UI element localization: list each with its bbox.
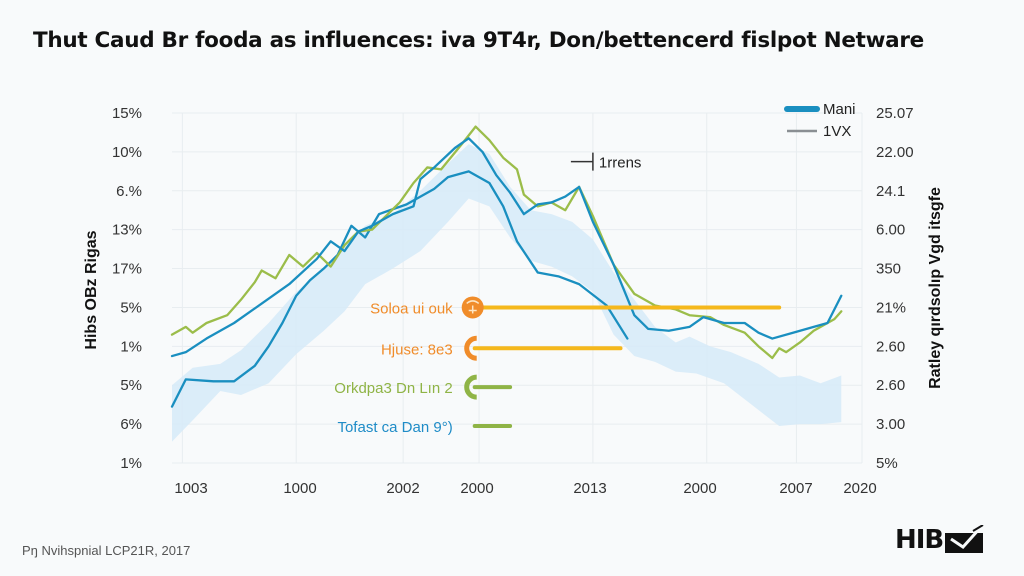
x-tick-label: 2000 [683,480,716,497]
y-tick-label: 1% [120,338,142,355]
y-axis-ticks: 1% 6% 5% 1% 5% 17% 13% 6.% 10% 15% [112,105,142,472]
y-tick-label: 5% [120,299,142,316]
y2-tick-label: 3.00 [876,416,905,433]
half-ring-icon [464,335,477,361]
plane-checkmark-icon [945,525,984,553]
y2-axis-ticks: 5% 3.00 2.60 2.60 21% 350 6.00 24.1 22.00 25.07 [876,105,914,472]
x-tick-label: 2013 [573,480,606,497]
y-tick-label: 5% [120,377,142,394]
half-ring-icon [464,374,477,400]
y2-tick-label: 5% [876,455,898,472]
band-area [172,144,842,442]
y2-tick-label: 2.60 [876,377,905,394]
y2-tick-label: 6.00 [876,222,905,239]
legend: Mani 1VX [784,101,856,140]
chart-title: Thut Caud Br fooda as influences: iva 9T… [33,28,924,53]
x-tick-label: 1003 [174,480,207,497]
y-tick-label: 10% [112,144,142,161]
x-tick-label: 2007 [779,480,812,497]
annotation-label: Hjuse: 8e3 [381,341,453,358]
y-tick-label: 6.% [116,183,142,200]
legend-label-mani: Mani [823,101,856,118]
logo-text: HIB [895,525,944,555]
series-line-1vx [170,125,843,360]
brain-glyph [466,300,480,314]
x-tick-label: 1000 [283,480,316,497]
legend-label-1vx: 1VX [823,123,851,140]
confidence-band [172,144,842,442]
x-tick-label: 2002 [386,480,419,497]
x-axis-ticks: 1003 1000 2002 2000 2013 2000 2007 2020 [174,480,876,497]
y2-tick-label: 22.00 [876,144,914,161]
y-tick-label: 17% [112,261,142,278]
y2-tick-label: 21% [876,299,906,316]
y2-axis-title: Ratley qırdsolıp Vgd itsgfe [927,187,944,389]
y2-tick-label: 2.60 [876,338,905,355]
y-tick-label: 13% [112,222,142,239]
y-axis-title: Hibs OBz Rigas [83,230,100,349]
trend-marker-label: 1rrens [599,155,642,172]
series-lines [170,125,843,408]
y2-tick-label: 25.07 [876,105,914,122]
brand-logo: HIB [895,525,987,555]
y2-tick-label: 350 [876,261,901,278]
annotations: 1rrens Soloa ui ouk Hjuse: 8e3 Orkdpa3 Dn L… [334,152,782,436]
x-tick-label: 2000 [460,480,493,497]
annotation-label: Orkdpa3 Dn Lın 2 [334,380,452,397]
source-note: Pŋ Nvihspnial LCP21R, 2017 [22,543,191,558]
y2-tick-label: 24.1 [876,183,905,200]
y-tick-label: 6% [120,416,142,433]
gridlines [172,112,863,464]
annotation-label: Tofast ca Dan 9°) [337,419,452,436]
x-tick-label: 2020 [843,480,876,497]
y-tick-label: 1% [120,455,142,472]
series-line-mani [170,137,843,358]
y-tick-label: 15% [112,105,142,122]
annotation-label: Soloa ui ouk [370,300,453,317]
